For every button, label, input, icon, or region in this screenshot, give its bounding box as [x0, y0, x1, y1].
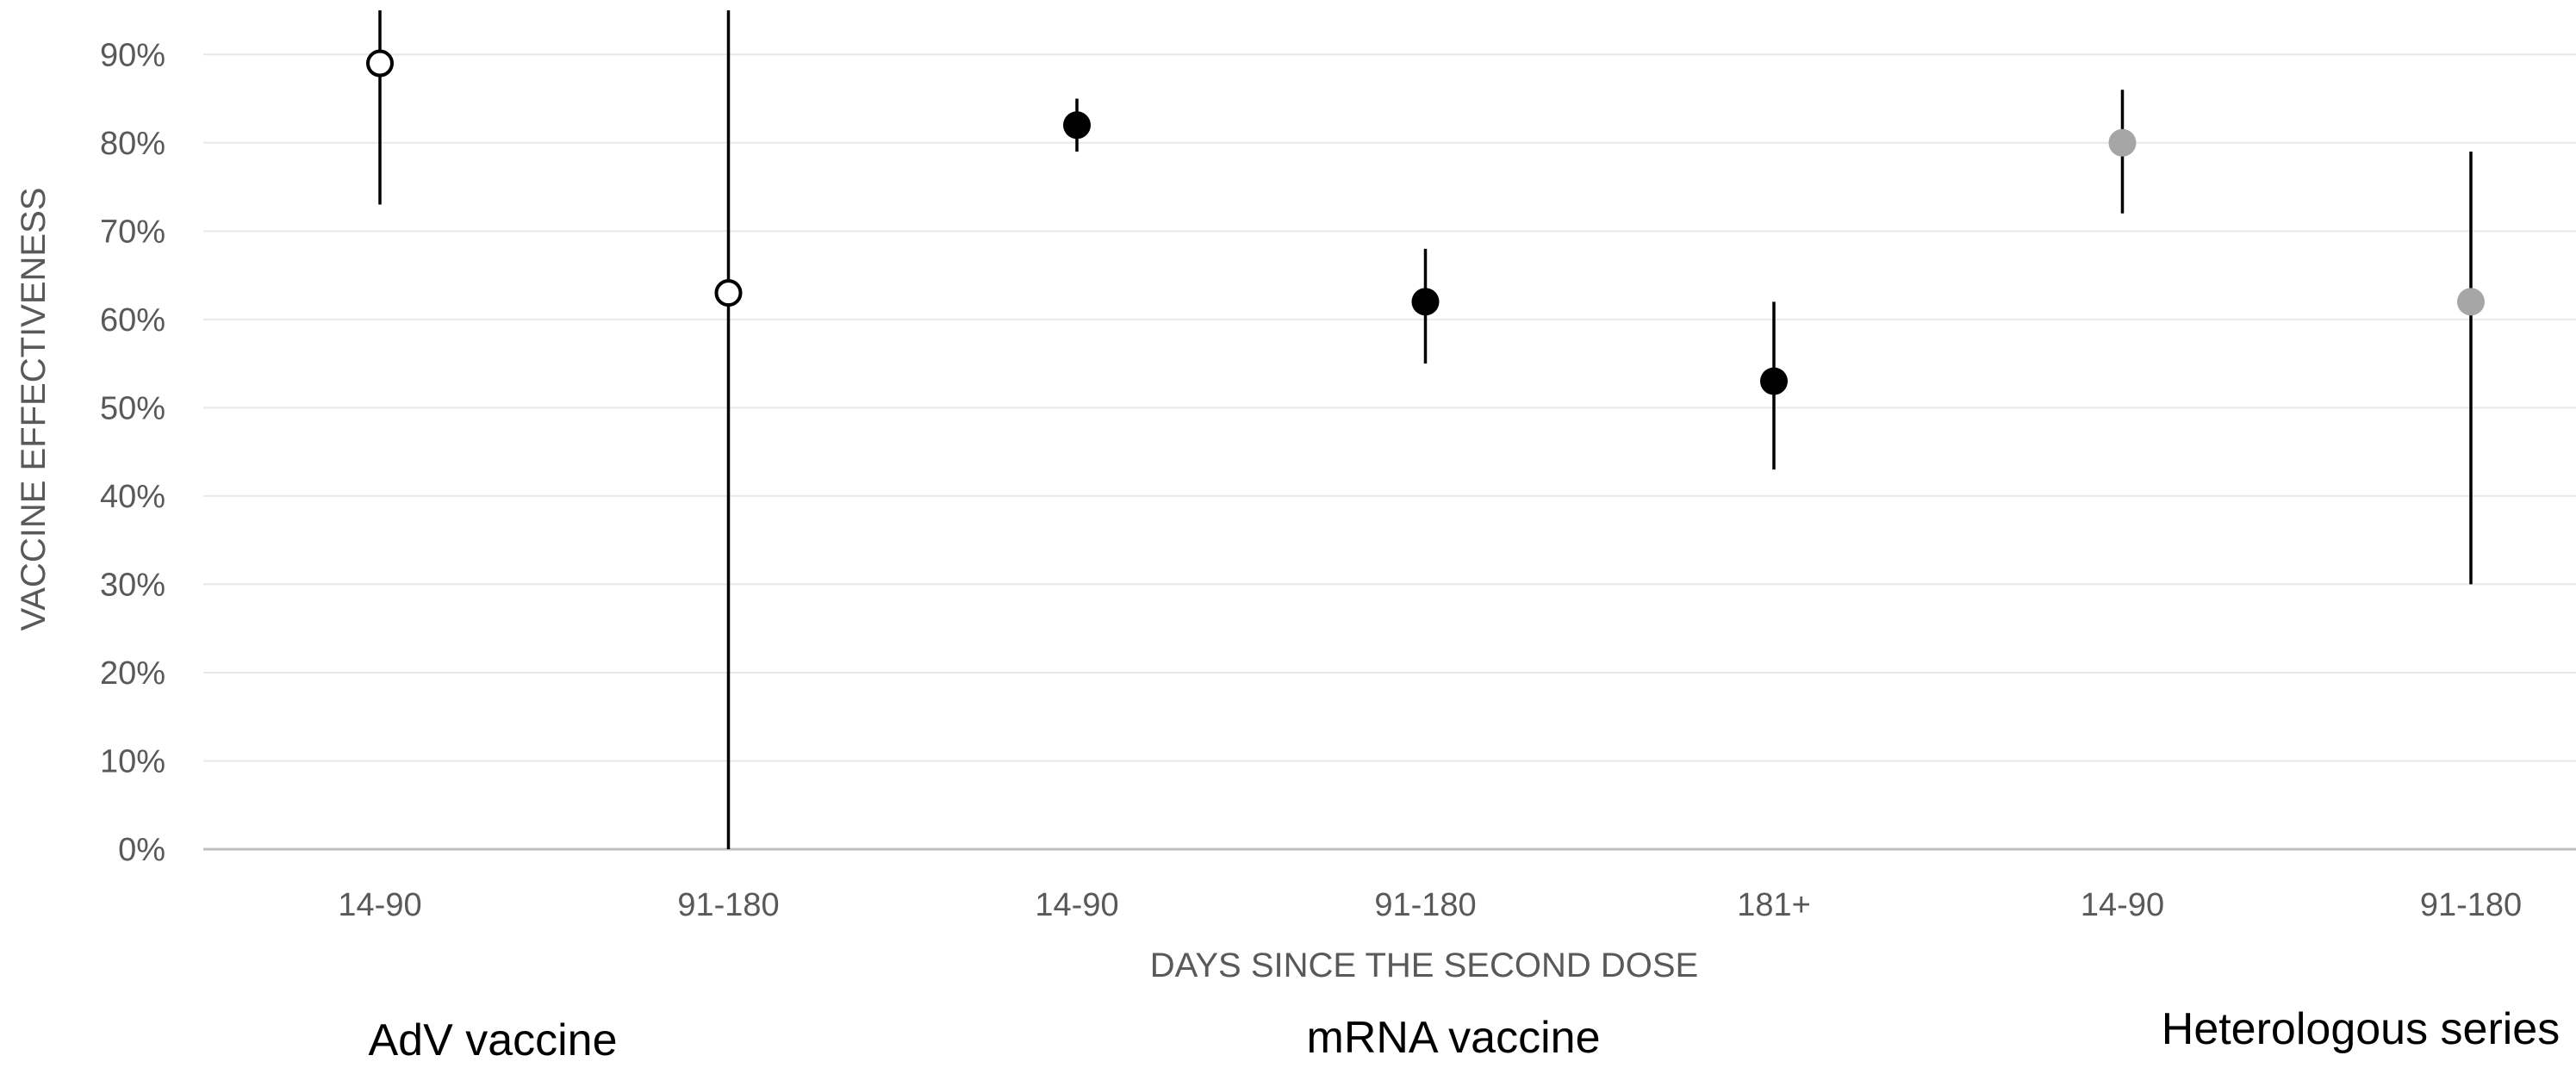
- y-axis-ticks: 0% 10% 20% 30% 40% 50% 60% 70% 80% 90%: [100, 37, 165, 868]
- y-tick-label: 90%: [100, 37, 165, 73]
- x-tick-label: 181+: [1737, 887, 1811, 923]
- y-tick-label: 10%: [100, 743, 165, 779]
- x-tick-label: 91-180: [677, 887, 779, 923]
- y-tick-label: 50%: [100, 390, 165, 426]
- y-tick-label: 40%: [100, 479, 165, 515]
- data-marks: [366, 10, 2485, 849]
- x-tick-label: 14-90: [338, 887, 421, 923]
- y-tick-label: 70%: [100, 214, 165, 250]
- gridlines: [203, 53, 2576, 762]
- y-tick-label: 0%: [118, 832, 165, 868]
- x-tick-label: 14-90: [1035, 887, 1118, 923]
- data-point: [2457, 288, 2485, 316]
- x-tick-label: 14-90: [2081, 887, 2164, 923]
- group-label: mRNA vaccine: [1307, 1013, 1601, 1063]
- y-tick-label: 60%: [100, 302, 165, 338]
- x-axis-ticks: 14-90 91-180 14-90 91-180 181+ 14-90 91-180: [338, 887, 2522, 923]
- data-point: [1411, 288, 1440, 316]
- y-tick-label: 30%: [100, 567, 165, 603]
- x-tick-label: 91-180: [1374, 887, 1476, 923]
- y-axis-title: VACCINE EFFECTIVENESS: [15, 188, 53, 631]
- data-point: [366, 49, 394, 78]
- x-axis-title: DAYS SINCE THE SECOND DOSE: [1150, 947, 1698, 984]
- y-tick-label: 20%: [100, 655, 165, 692]
- y-tick-label: 80%: [100, 126, 165, 162]
- group-label: AdV vaccine: [368, 1015, 617, 1065]
- data-point: [1063, 111, 1091, 140]
- x-tick-label: 91-180: [2420, 887, 2522, 923]
- data-point: [1760, 367, 1788, 395]
- data-point: [714, 279, 743, 307]
- group-label: Heterologous series: [2162, 1004, 2560, 1054]
- data-point: [2108, 128, 2137, 157]
- group-labels: AdV vaccine mRNA vaccine Heterologous seri…: [368, 1004, 2560, 1065]
